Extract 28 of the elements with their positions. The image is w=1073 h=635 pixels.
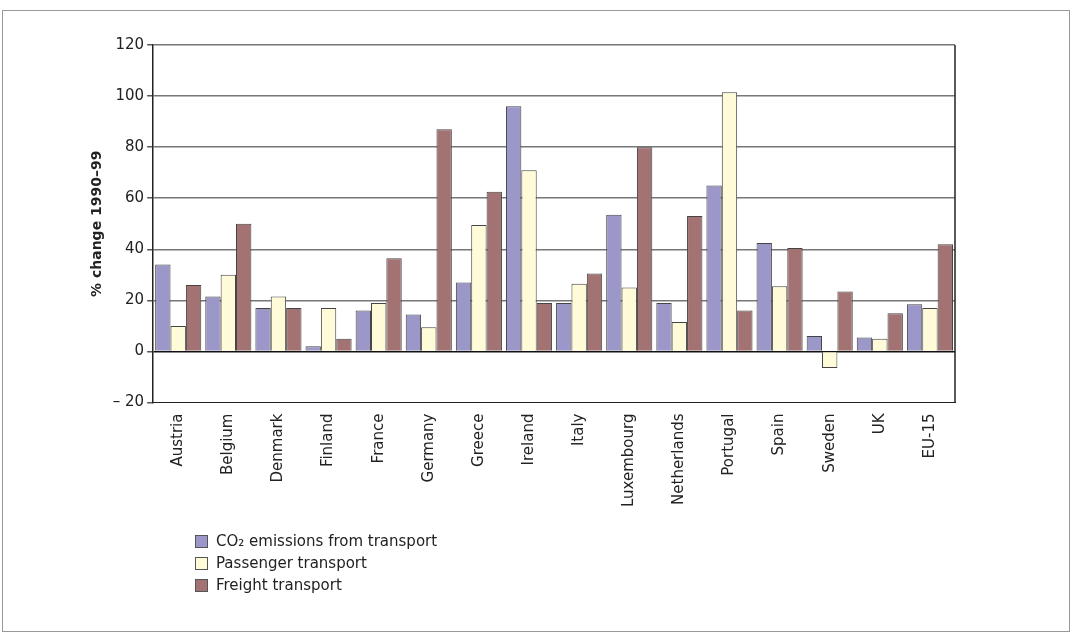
x-tick-label: Netherlands <box>669 413 688 505</box>
y-tick-label: 20 <box>125 290 145 309</box>
y-tick-label: 0 <box>134 341 145 360</box>
legend-label: CO₂ emissions from transport <box>216 532 438 550</box>
x-tick-label: Finland <box>318 413 337 468</box>
y-tick-label: 100 <box>115 85 145 104</box>
y-tick-label: 120 <box>115 34 145 53</box>
x-tick-label: Italy <box>569 413 588 447</box>
x-tick-label: Greece <box>468 413 487 467</box>
y-tick-label: 40 <box>125 239 145 258</box>
x-tick-label: Luxembourg <box>619 413 638 508</box>
y-tick-label: 80 <box>125 137 145 156</box>
x-tick-label: Denmark <box>268 413 287 483</box>
y-axis-title: % change 1990–99 <box>88 150 105 297</box>
x-tick-label: EU-15 <box>919 413 938 459</box>
legend-label: Freight transport <box>216 576 342 594</box>
x-tick-label: Portugal <box>719 413 738 476</box>
x-tick-label: UK <box>869 412 888 435</box>
y-tick-label: – 20 <box>112 392 145 411</box>
x-tick-label: Belgium <box>218 413 237 476</box>
x-tick-label: Ireland <box>518 413 537 466</box>
x-tick-label: Sweden <box>819 413 838 473</box>
x-tick-label: Austria <box>168 413 187 467</box>
x-tick-label: France <box>368 413 387 464</box>
x-tick-label: Germany <box>418 413 437 483</box>
legend-label: Passenger transport <box>216 554 367 572</box>
y-tick-label: 60 <box>125 188 145 207</box>
x-tick-label: Spain <box>769 413 788 456</box>
